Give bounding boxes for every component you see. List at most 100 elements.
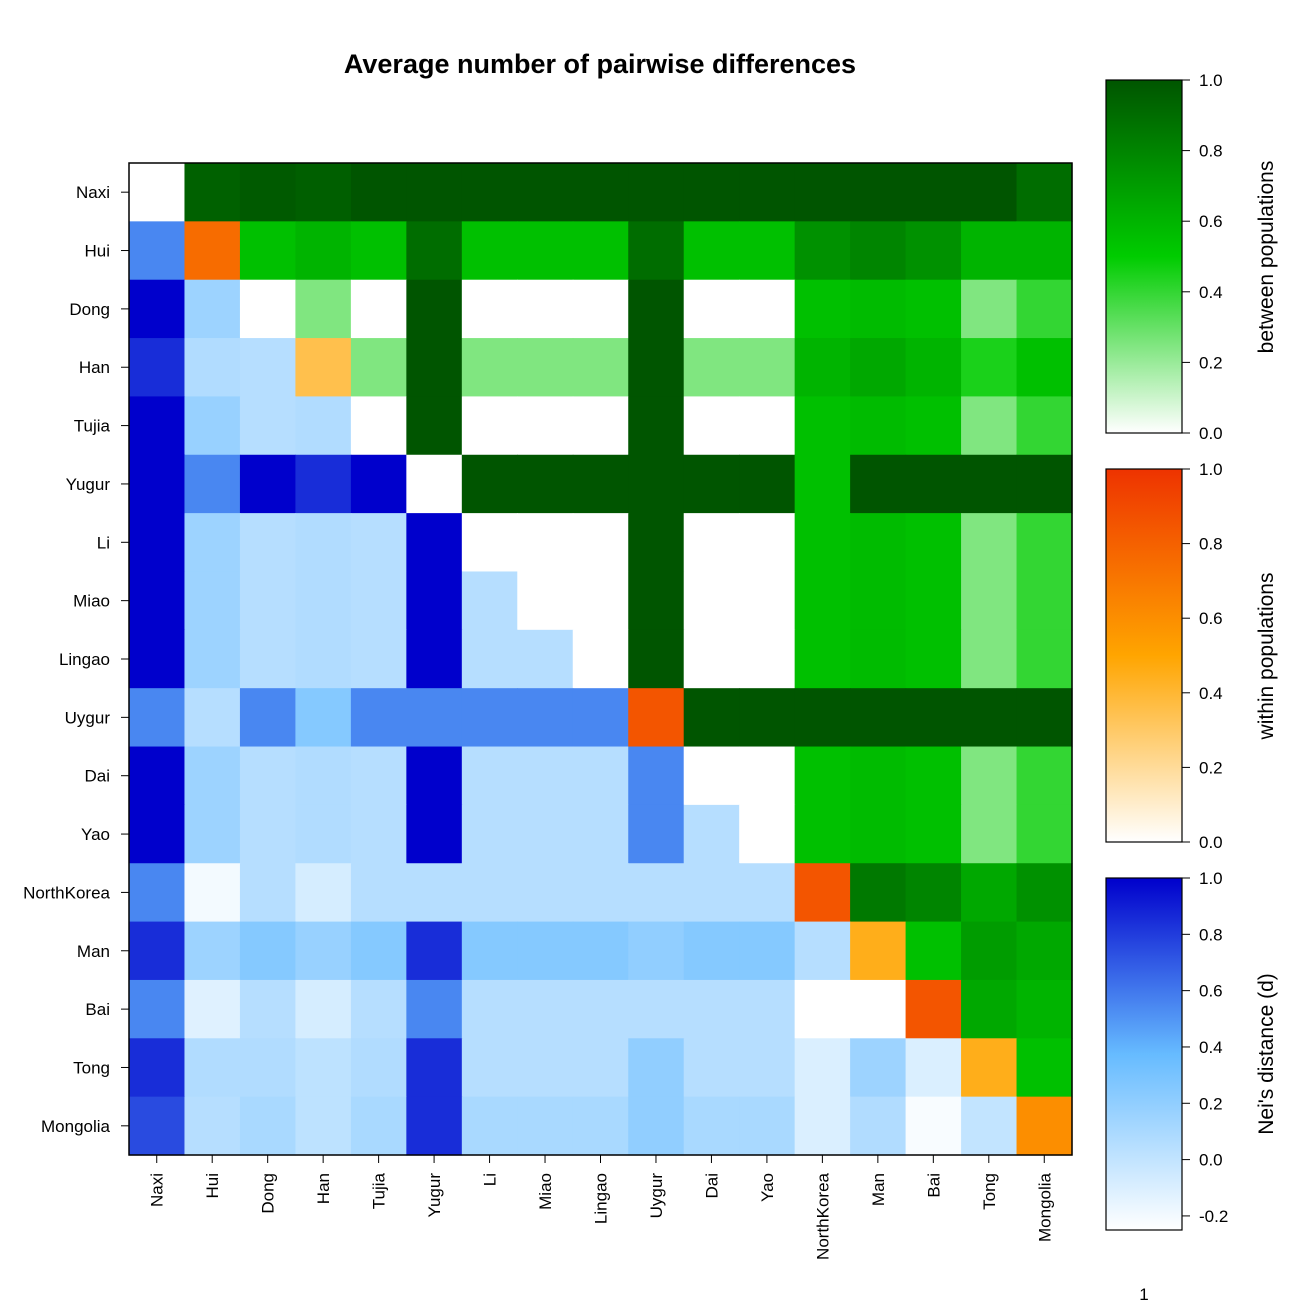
row-label-Dai: Dai <box>84 767 110 786</box>
heatmap-cell-Mongolia-Tujia <box>350 1096 407 1156</box>
heatmap-cell-Yugur-Lingao <box>572 454 629 514</box>
heatmap-cell-Li-Tong <box>961 513 1018 573</box>
heatmap-cell-Miao-Dong <box>239 571 297 631</box>
heatmap-cell-Lingao-Man <box>850 629 907 689</box>
colorbar-tick-label: 0.8 <box>1199 142 1223 161</box>
colorbar-tick-label: 0.4 <box>1199 684 1223 703</box>
colorbar-tick-label: 0.2 <box>1199 758 1223 777</box>
row-label-Yugur: Yugur <box>66 475 111 494</box>
colorbar-tick-label: 0.8 <box>1199 535 1223 554</box>
heatmap-cell-Tujia-Man <box>850 396 907 456</box>
heatmap-cell-Man-Mongolia <box>1016 921 1073 981</box>
heatmap-cell-Hui-Hui <box>184 221 241 281</box>
heatmap-cell-Man-Tong <box>961 921 1018 981</box>
heatmap-cell-Dai-Man <box>850 746 907 806</box>
heatmap-cell-Dong-NorthKorea <box>794 279 851 339</box>
colorbar-tick-label: 0.0 <box>1199 424 1223 443</box>
heatmap-cell-Yao-Naxi <box>129 804 186 864</box>
row-label-Tong: Tong <box>73 1058 110 1077</box>
heatmap-cell-Man-Yugur <box>406 921 463 981</box>
heatmap-cell-Hui-Li <box>461 221 518 281</box>
heatmap-cell-Han-Dai <box>683 338 740 398</box>
heatmap-cell-Tong-Tujia <box>350 1038 407 1098</box>
heatmap-cell-Bai-Yao <box>739 979 796 1039</box>
heatmap-cell-Mongolia-Uygur <box>628 1096 685 1156</box>
heatmap-cell-Dong-Han <box>295 279 352 339</box>
row-label-Tujia: Tujia <box>74 417 111 436</box>
heatmap-cell-Hui-Miao <box>517 221 574 281</box>
heatmap-cell-Tujia-Lingao <box>572 396 629 456</box>
heatmap-cell-NorthKorea-Dong <box>239 863 297 923</box>
heatmap-cell-Dai-Li <box>461 746 518 806</box>
heatmap-cell-Mongolia-Li <box>461 1096 518 1156</box>
colorbar-tick-label: 1.0 <box>1199 869 1223 888</box>
heatmap-cell-Miao-Naxi <box>129 571 186 631</box>
heatmap-cell-Lingao-Miao <box>517 629 574 689</box>
heatmap-cell-Yao-Han <box>295 804 352 864</box>
heatmap-cell-Han-Uygur <box>628 338 685 398</box>
column-label-Man: Man <box>869 1173 888 1206</box>
heatmap-cell-Uygur-Hui <box>184 688 241 748</box>
heatmap-cell-Lingao-Bai <box>905 629 962 689</box>
column-label-Yao: Yao <box>758 1173 777 1202</box>
heatmap-cell-Dong-Dai <box>683 279 740 339</box>
column-label-Uygur: Uygur <box>647 1173 666 1219</box>
heatmap-cell-Yao-Miao <box>517 804 574 864</box>
colorbar-title: Nei's distance (d) <box>1255 973 1278 1135</box>
heatmap-cell-Yugur-Bai <box>905 454 962 514</box>
heatmap-cell-Man-Li <box>461 921 518 981</box>
heatmap-cell-Uygur-Man <box>850 688 907 748</box>
heatmap-cell-Li-Lingao <box>572 513 629 573</box>
heatmap-cell-Tujia-Tujia <box>350 396 407 456</box>
heatmap-cell-Bai-Miao <box>517 979 574 1039</box>
heatmap-cell-Bai-Tong <box>961 979 1018 1039</box>
heatmap-cell-Tujia-NorthKorea <box>794 396 851 456</box>
heatmap-cell-Lingao-Yao <box>739 629 796 689</box>
heatmap-cell-Han-Yugur <box>406 338 463 398</box>
colorbar-tick-label: 1.0 <box>1199 71 1223 90</box>
heatmap-cell-Mongolia-Man <box>850 1096 907 1156</box>
heatmap-cell-Naxi-Bai <box>905 163 962 222</box>
heatmap-cell-Dai-Mongolia <box>1016 746 1073 806</box>
heatmap-cell-Han-Han <box>295 338 352 398</box>
heatmap-cell-Uygur-Lingao <box>572 688 629 748</box>
heatmap-cell-Han-Miao <box>517 338 574 398</box>
chart-title: Average number of pairwise differences <box>344 49 856 79</box>
heatmap-cell-Tujia-Han <box>295 396 352 456</box>
heatmap-cell-Miao-Dai <box>683 571 740 631</box>
heatmap-cell-Bai-Man <box>850 979 907 1039</box>
heatmap-cell-Hui-Naxi <box>129 221 186 281</box>
heatmap-cell-Tong-Man <box>850 1038 907 1098</box>
heatmap-cell-NorthKorea-NorthKorea <box>794 863 851 923</box>
heatmap-cell-Hui-Han <box>295 221 352 281</box>
heatmap-cell-Tong-Miao <box>517 1038 574 1098</box>
heatmap-cell-Tong-Mongolia <box>1016 1038 1073 1098</box>
heatmap-cell-Tujia-Hui <box>184 396 241 456</box>
heatmap-cell-NorthKorea-Bai <box>905 863 962 923</box>
heatmap-cell-Naxi-Lingao <box>572 163 629 222</box>
column-label-Lingao: Lingao <box>592 1173 611 1224</box>
row-label-Uygur: Uygur <box>65 708 111 727</box>
colorbar-2 <box>1105 877 1183 1231</box>
heatmap-cell-Miao-Han <box>295 571 352 631</box>
heatmap-cell-Hui-Man <box>850 221 907 281</box>
heatmap-cell-Naxi-Mongolia <box>1016 163 1073 222</box>
heatmap-cell-Hui-Dong <box>239 221 297 281</box>
heatmap-cell-Dong-Uygur <box>628 279 685 339</box>
heatmap-cell-Tong-Yugur <box>406 1038 463 1098</box>
heatmap-cell-NorthKorea-Hui <box>184 863 241 923</box>
heatmap-cell-Li-Uygur <box>628 513 685 573</box>
column-label-Mongolia: Mongolia <box>1035 1172 1054 1242</box>
heatmap-cell-Yugur-Tong <box>961 454 1018 514</box>
heatmap-cell-Han-NorthKorea <box>794 338 851 398</box>
heatmap-cell-Lingao-Hui <box>184 629 241 689</box>
heatmap-cell-Tong-NorthKorea <box>794 1038 851 1098</box>
row-label-Miao: Miao <box>73 592 110 611</box>
column-label-Dai: Dai <box>702 1173 721 1199</box>
row-label-Li: Li <box>97 533 110 552</box>
heatmap-cell-Uygur-Bai <box>905 688 962 748</box>
heatmap-cell-Tujia-Mongolia <box>1016 396 1073 456</box>
heatmap-cell-Tong-Dai <box>683 1038 740 1098</box>
column-label-Li: Li <box>481 1173 500 1186</box>
colorbar-tick-label: 0.0 <box>1199 1151 1223 1170</box>
